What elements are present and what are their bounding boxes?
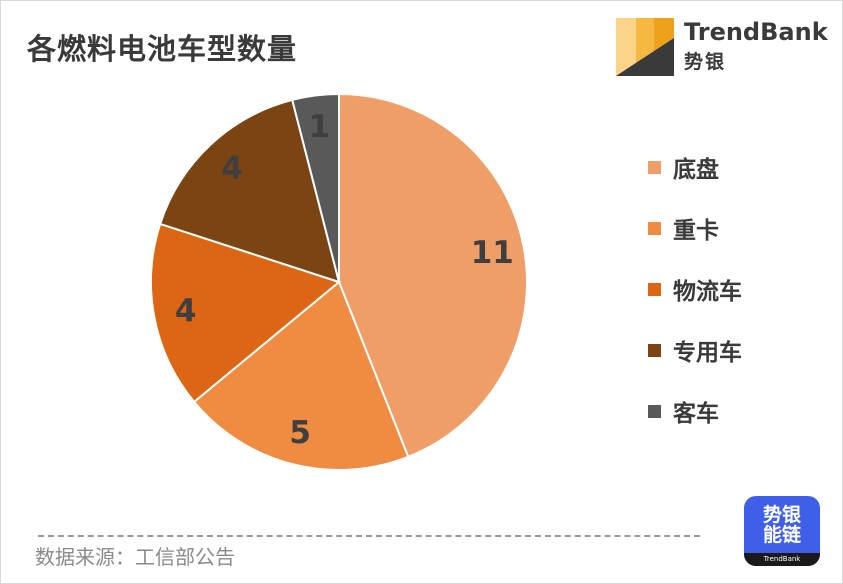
app-icon-footer: TrendBank — [744, 553, 820, 566]
data-source: 数据来源：工信部公告 — [35, 545, 235, 569]
legend-swatch — [648, 282, 661, 296]
pie-slice-物流车 — [150, 222, 342, 404]
legend-swatch — [648, 160, 661, 174]
legend-label: 专用车 — [673, 340, 742, 366]
data-label-客车: 1 — [309, 109, 331, 145]
trendbank-logo — [616, 18, 674, 76]
data-label-底盘: 11 — [471, 235, 514, 271]
data-label-物流车: 4 — [175, 293, 197, 329]
legend-swatch — [648, 343, 661, 357]
legend-item-底盘: 底盘 — [648, 152, 742, 183]
chart-title: 各燃料电池车型数量 — [27, 32, 298, 66]
brand-name: TrendBank — [684, 18, 828, 46]
legend-label: 底盘 — [673, 157, 719, 183]
brand-cn-name: 势银 — [684, 51, 727, 73]
legend-label: 重卡 — [673, 218, 719, 244]
app-icon: 势银 能链 TrendBank — [744, 496, 820, 566]
data-label-专用车: 4 — [221, 150, 243, 186]
pie-slice-专用车 — [158, 98, 341, 284]
pie-slice-底盘 — [338, 92, 528, 459]
legend-swatch — [648, 404, 661, 418]
pie-slice-客车 — [291, 92, 340, 283]
app-icon-line2: 能链 — [762, 524, 801, 546]
data-label-重卡: 5 — [289, 415, 311, 451]
source-divider — [38, 535, 700, 537]
legend-item-物流车: 物流车 — [648, 274, 742, 305]
pie-slice-重卡 — [192, 280, 410, 471]
legend-swatch — [648, 221, 661, 235]
legend-label: 物流车 — [673, 279, 742, 305]
legend-item-客车: 客车 — [648, 396, 742, 427]
app-icon-line1: 势银 — [762, 504, 801, 526]
legend-item-专用车: 专用车 — [648, 335, 742, 366]
logo-dark-wedge — [616, 38, 674, 76]
chart-legend: 底盘重卡物流车专用车客车 — [648, 152, 742, 457]
legend-label: 客车 — [673, 401, 719, 427]
legend-item-重卡: 重卡 — [648, 213, 742, 244]
